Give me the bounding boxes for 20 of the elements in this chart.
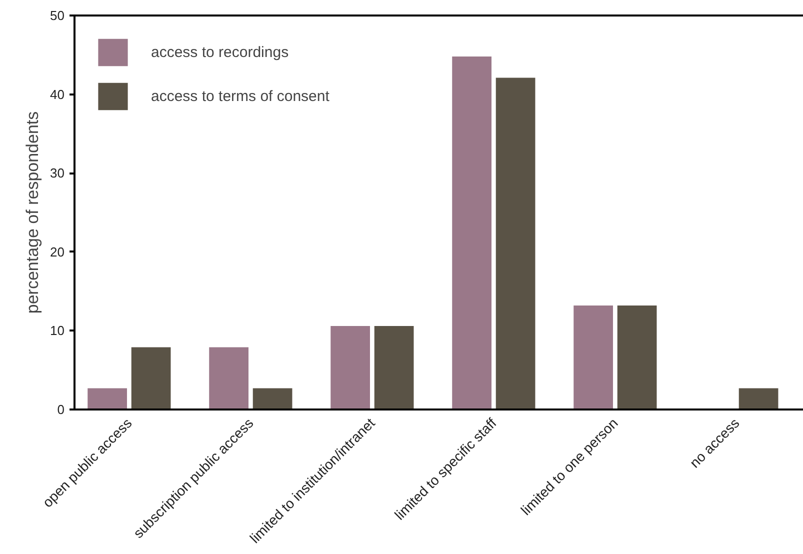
y-tick-label: 20 (50, 244, 65, 260)
bar (738, 388, 778, 410)
y-tick-label: 50 (50, 8, 65, 23)
legend-label: access to recordings (151, 44, 289, 60)
bar (374, 326, 414, 410)
y-tick-label: 30 (50, 166, 65, 181)
y-tick-label: 0 (57, 402, 65, 417)
legend-label: access to terms of consent (151, 88, 330, 104)
y-tick-label: 10 (50, 323, 65, 338)
bar (252, 388, 292, 410)
y-axis-title: percentage of respondents (23, 111, 42, 314)
bar (452, 56, 492, 410)
bar (88, 388, 127, 410)
bar (496, 78, 536, 410)
bar (330, 326, 370, 410)
bar (131, 347, 171, 410)
y-tick-label: 40 (50, 86, 65, 102)
bar (574, 305, 613, 410)
bar (209, 347, 248, 410)
bar (617, 305, 657, 410)
